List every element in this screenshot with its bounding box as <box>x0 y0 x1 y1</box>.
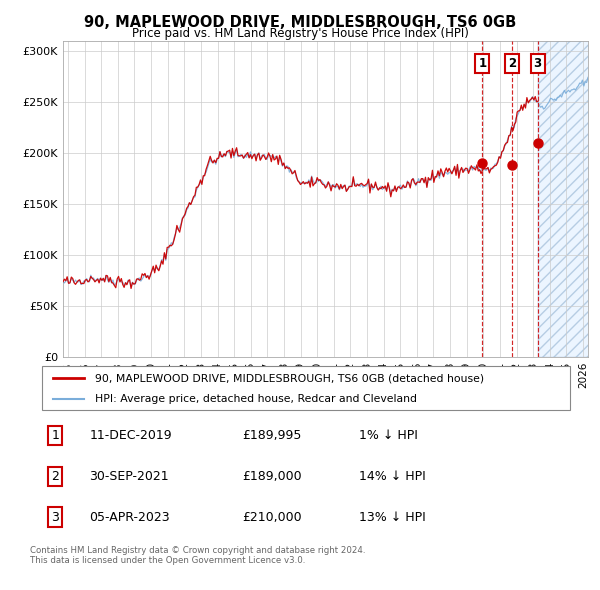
Text: Price paid vs. HM Land Registry's House Price Index (HPI): Price paid vs. HM Land Registry's House … <box>131 27 469 40</box>
Text: 1% ↓ HPI: 1% ↓ HPI <box>359 430 418 442</box>
Text: HPI: Average price, detached house, Redcar and Cleveland: HPI: Average price, detached house, Redc… <box>95 394 417 404</box>
Text: Contains HM Land Registry data © Crown copyright and database right 2024.: Contains HM Land Registry data © Crown c… <box>30 546 365 555</box>
Text: 14% ↓ HPI: 14% ↓ HPI <box>359 470 425 483</box>
Text: 30-SEP-2021: 30-SEP-2021 <box>89 470 169 483</box>
Text: 90, MAPLEWOOD DRIVE, MIDDLESBROUGH, TS6 0GB: 90, MAPLEWOOD DRIVE, MIDDLESBROUGH, TS6 … <box>84 15 516 30</box>
Text: 3: 3 <box>51 510 59 523</box>
Bar <box>538 41 600 357</box>
Text: 3: 3 <box>533 57 542 70</box>
Text: £210,000: £210,000 <box>242 510 302 523</box>
Text: 11-DEC-2019: 11-DEC-2019 <box>89 430 172 442</box>
Text: This data is licensed under the Open Government Licence v3.0.: This data is licensed under the Open Gov… <box>30 556 305 565</box>
Text: 1: 1 <box>51 430 59 442</box>
Text: £189,000: £189,000 <box>242 470 302 483</box>
Text: 1: 1 <box>478 57 487 70</box>
Bar <box>538 41 600 357</box>
Text: £189,995: £189,995 <box>242 430 302 442</box>
FancyBboxPatch shape <box>42 366 570 410</box>
Text: 2: 2 <box>51 470 59 483</box>
Text: 2: 2 <box>508 57 517 70</box>
Text: 05-APR-2023: 05-APR-2023 <box>89 510 170 523</box>
Text: 13% ↓ HPI: 13% ↓ HPI <box>359 510 425 523</box>
Text: 90, MAPLEWOOD DRIVE, MIDDLESBROUGH, TS6 0GB (detached house): 90, MAPLEWOOD DRIVE, MIDDLESBROUGH, TS6 … <box>95 373 484 383</box>
